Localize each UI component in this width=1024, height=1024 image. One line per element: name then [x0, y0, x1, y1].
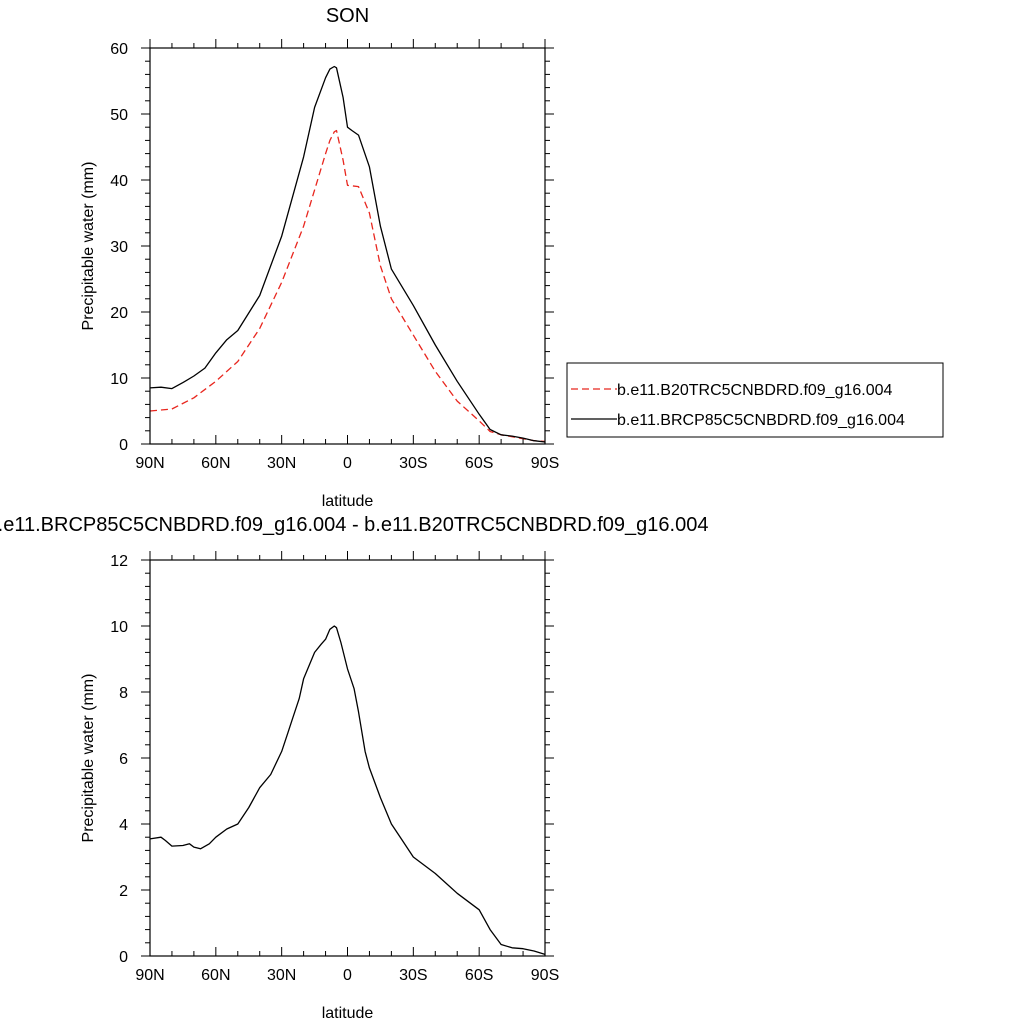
bottom-chart-difference: b.e11.BRCP85C5CNBDRD.f09_g16.004 - b.e11…: [0, 514, 708, 1022]
chart-1-x-tick-label: 0: [343, 967, 352, 984]
chart-0-series-line-0: [149, 129, 546, 443]
chart-0-x-tick-label: 30S: [399, 455, 427, 472]
chart-0-y-tick-label: 0: [119, 437, 128, 454]
chart-1-y-axis-label: Precipitable water (mm): [80, 674, 97, 843]
chart-1-y-tick-label: 12: [110, 553, 128, 570]
chart-1-y-tick-label: 4: [119, 817, 128, 834]
chart-0-x-tick-label: 0: [343, 455, 352, 472]
chart-1-x-tick-label: 60S: [465, 967, 493, 984]
chart-0-x-tick-label: 30N: [267, 455, 296, 472]
chart-1-x-tick-label: 30N: [267, 967, 296, 984]
chart-0-y-tick-label: 10: [110, 371, 128, 388]
chart-1-x-tick-label: 90N: [135, 967, 164, 984]
chart-0-x-axis-label: latitude: [322, 493, 374, 510]
chart-1-y-tick-label: 10: [110, 619, 128, 636]
chart-1-x-axis-label: latitude: [322, 1005, 374, 1022]
chart-1-x-tick-label: 90S: [531, 967, 559, 984]
legend-box: [566, 362, 944, 438]
chart-0-y-axis-label: Precipitable water (mm): [80, 162, 97, 331]
legend-label-1: b.e11.BRCP85C5CNBDRD.f09_g16.004: [617, 412, 905, 429]
chart-0-x-tick-label: 90S: [531, 455, 559, 472]
chart-1-y-tick-label: 8: [119, 685, 128, 702]
chart-0-plot-frame: [149, 47, 546, 445]
chart-0-x-tick-label: 60N: [201, 455, 230, 472]
chart-0-y-tick-label: 50: [110, 107, 128, 124]
chart-1-x-tick-label: 60N: [201, 967, 230, 984]
chart-0-y-tick-label: 40: [110, 173, 128, 190]
chart-0-title: SON: [326, 5, 369, 27]
chart-1-x-tick-label: 30S: [399, 967, 427, 984]
chart-1-y-tick-label: 2: [119, 883, 128, 900]
chart-1-y-tick-label: 6: [119, 751, 128, 768]
chart-0-x-tick-label: 90N: [135, 455, 164, 472]
chart-1-series-line-0: [149, 625, 546, 956]
chart-0-y-tick-label: 30: [110, 239, 128, 256]
chart-0-x-tick-label: 60S: [465, 455, 493, 472]
chart-1-y-tick-label: 0: [119, 949, 128, 966]
chart-1-plot-frame: [149, 559, 546, 957]
chart-0-y-tick-label: 60: [110, 41, 128, 58]
chart-0-series-line-1: [149, 65, 546, 443]
legend-label-0: b.e11.B20TRC5CNBDRD.f09_g16.004: [617, 382, 893, 399]
chart-0-y-tick-label: 20: [110, 305, 128, 322]
top-chart-son: SON 90N 60N 30N 0 30S 60S 90S 0 10 20 30 40 50 60 latit…: [80, 5, 944, 510]
chart-1-title: b.e11.BRCP85C5CNBDRD.f09_g16.004 - b.e11…: [0, 514, 708, 536]
chart-0-legend: b.e11.B20TRC5CNBDRD.f09_g16.004 b.e11.BRC…: [566, 362, 944, 438]
